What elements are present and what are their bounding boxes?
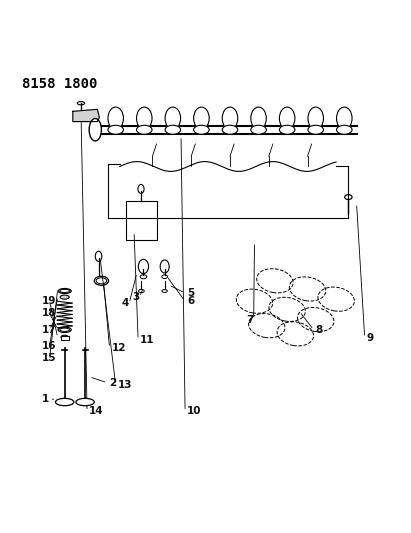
Text: 3: 3 [132, 292, 139, 302]
Text: 14: 14 [89, 407, 104, 416]
Ellipse shape [55, 398, 74, 406]
Text: 8158 1800: 8158 1800 [22, 77, 97, 91]
Text: 6: 6 [187, 296, 194, 306]
Ellipse shape [337, 107, 352, 130]
Ellipse shape [77, 102, 85, 105]
Text: 11: 11 [140, 335, 155, 345]
Text: 9: 9 [367, 333, 374, 343]
Ellipse shape [136, 107, 152, 130]
Ellipse shape [345, 195, 352, 199]
Ellipse shape [279, 107, 295, 130]
Ellipse shape [337, 125, 352, 134]
Ellipse shape [165, 107, 180, 130]
Ellipse shape [194, 107, 209, 130]
Ellipse shape [308, 125, 323, 134]
Ellipse shape [139, 289, 144, 293]
Ellipse shape [61, 335, 68, 339]
Text: 10: 10 [187, 407, 202, 416]
Ellipse shape [194, 125, 209, 134]
Ellipse shape [58, 288, 71, 294]
Ellipse shape [108, 125, 123, 134]
Ellipse shape [58, 327, 71, 333]
Text: 5: 5 [187, 288, 194, 298]
Ellipse shape [160, 260, 169, 273]
Text: 16: 16 [42, 341, 57, 351]
Polygon shape [73, 109, 99, 122]
Ellipse shape [279, 125, 295, 134]
Bar [126, 201, 157, 240]
Ellipse shape [251, 107, 266, 130]
Text: 19: 19 [42, 296, 57, 306]
Ellipse shape [136, 125, 152, 134]
Ellipse shape [162, 275, 168, 279]
Text: 7: 7 [246, 314, 254, 325]
Ellipse shape [108, 107, 123, 130]
Text: 18: 18 [42, 309, 57, 318]
Ellipse shape [251, 125, 266, 134]
Ellipse shape [139, 260, 148, 273]
Text: 17: 17 [42, 325, 57, 335]
Ellipse shape [60, 295, 69, 299]
Ellipse shape [94, 276, 109, 285]
Ellipse shape [162, 289, 167, 293]
Ellipse shape [89, 118, 102, 141]
Ellipse shape [165, 125, 180, 134]
Ellipse shape [76, 398, 94, 406]
Text: 8: 8 [316, 325, 323, 335]
Ellipse shape [308, 107, 323, 130]
Ellipse shape [138, 184, 144, 193]
Text: 15: 15 [42, 353, 57, 364]
Text: 2: 2 [110, 378, 117, 388]
Ellipse shape [222, 125, 238, 134]
Bar [60, 336, 69, 341]
Text: 4: 4 [122, 298, 129, 308]
Ellipse shape [222, 107, 238, 130]
Ellipse shape [140, 274, 147, 279]
Text: 13: 13 [118, 380, 132, 390]
Text: 1: 1 [42, 394, 49, 404]
Text: 12: 12 [112, 343, 126, 353]
Ellipse shape [95, 251, 102, 261]
